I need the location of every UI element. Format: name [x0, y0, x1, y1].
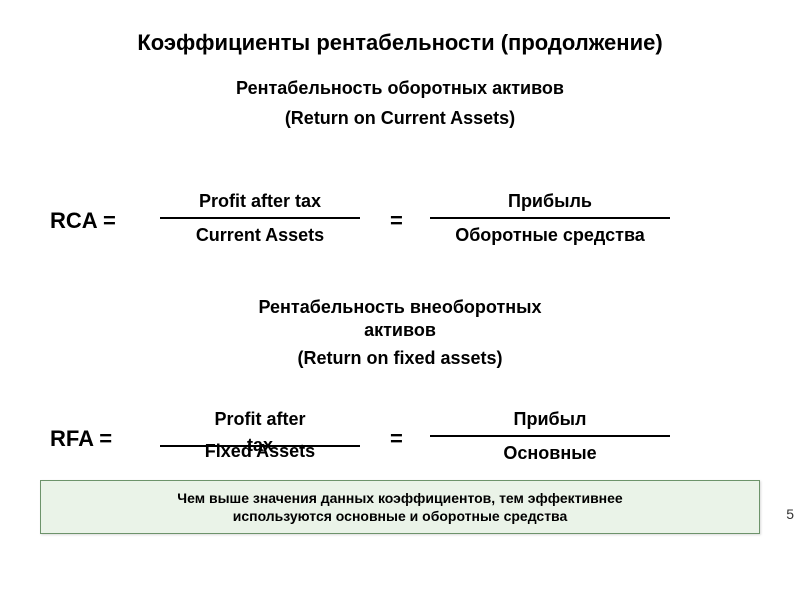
fraction-bar: [430, 217, 670, 219]
section1-heading-en: (Return on Current Assets): [0, 108, 800, 129]
rfa-fraction-ru: Прибыл Основные: [430, 408, 670, 464]
rca-label: RCA =: [50, 208, 116, 234]
section2-heading-en: (Return on fixed assets): [0, 348, 800, 369]
equals-sign: =: [390, 426, 403, 452]
rfa-ru-numerator: Прибыл: [430, 408, 670, 433]
page-number-fragment: 5: [786, 506, 794, 522]
section2-heading-ru-line1: Рентабельность внеоборотных: [0, 295, 800, 319]
note-box: Чем выше значения данных коэффициентов, …: [40, 480, 760, 534]
note-line1: Чем выше значения данных коэффициентов, …: [177, 490, 622, 506]
rfa-fraction-en: Profit after tax Fixed Assets: [160, 408, 360, 474]
rca-ru-numerator: Прибыль: [430, 190, 670, 215]
fraction-bar: [160, 217, 360, 219]
rca-formula: RCA = Profit after tax Current Assets = …: [0, 190, 800, 280]
slide-title: Коэффициенты рентабельности (продолжение…: [0, 30, 800, 56]
fraction-bar: [430, 435, 670, 437]
equals-sign: =: [390, 208, 403, 234]
rfa-en-denominator: Fixed Assets: [160, 437, 360, 462]
slide: Коэффициенты рентабельности (продолжение…: [0, 0, 800, 600]
rfa-ru-denominator: Основные: [430, 439, 670, 464]
rca-fraction-ru: Прибыль Оборотные средства: [430, 190, 670, 246]
rca-fraction-en: Profit after tax Current Assets: [160, 190, 360, 246]
rca-ru-denominator: Оборотные средства: [430, 221, 670, 246]
rfa-en-num-l1: Profit after: [214, 409, 305, 429]
section1-heading-ru: Рентабельность оборотных активов: [0, 78, 800, 99]
section2-heading-ru-line2: активов: [0, 320, 800, 341]
rca-en-numerator: Profit after tax: [160, 190, 360, 215]
rfa-label: RFA =: [50, 426, 112, 452]
note-line2: используются основные и оборотные средст…: [233, 508, 568, 524]
rca-en-denominator: Current Assets: [160, 221, 360, 246]
